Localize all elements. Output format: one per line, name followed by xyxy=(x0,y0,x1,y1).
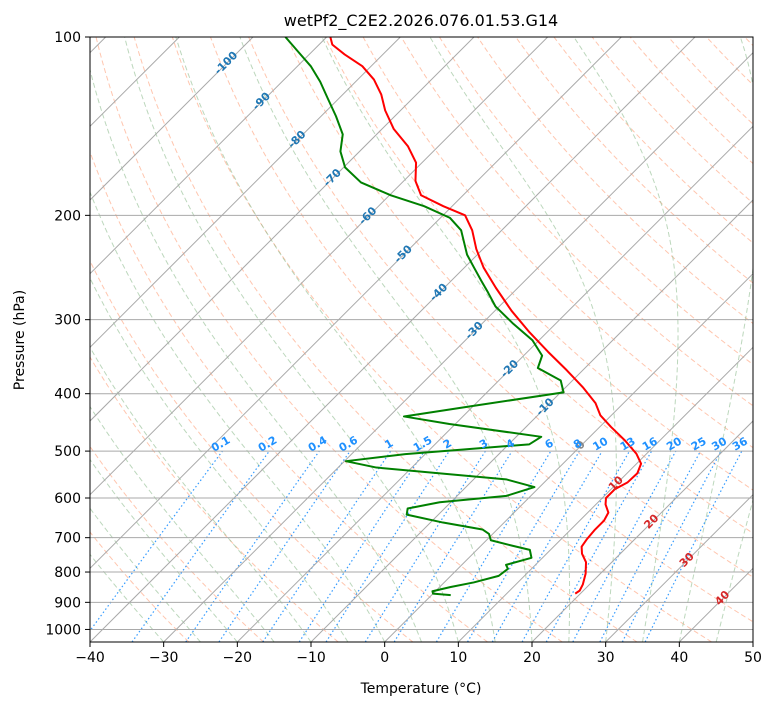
y-axis-label: Pressure (hPa) xyxy=(12,290,28,390)
y-tick-label: 500 xyxy=(54,444,81,460)
x-tick-label: 40 xyxy=(670,650,688,666)
x-tick-label: −10 xyxy=(296,650,326,666)
x-tick-label: 0 xyxy=(380,650,389,666)
y-tick-label: 300 xyxy=(54,313,81,329)
y-tick-label: 700 xyxy=(54,531,81,547)
x-tick-label: −30 xyxy=(149,650,179,666)
y-tick-label: 600 xyxy=(54,491,81,507)
x-tick-label: 50 xyxy=(744,650,762,666)
x-tick-label: 10 xyxy=(449,650,467,666)
x-tick-label: 20 xyxy=(523,650,541,666)
y-tick-label: 200 xyxy=(54,208,81,224)
x-axis-label: Temperature (°C) xyxy=(360,681,482,697)
x-tick-label: −40 xyxy=(75,650,105,666)
chart-title: wetPf2_C2E2.2026.076.01.53.G14 xyxy=(284,11,558,31)
y-tick-label: 100 xyxy=(54,30,81,46)
y-tick-label: 400 xyxy=(54,387,81,403)
x-tick-label: −20 xyxy=(223,650,253,666)
x-tick-label: 30 xyxy=(597,650,615,666)
y-tick-label: 800 xyxy=(54,565,81,581)
y-tick-label: 900 xyxy=(54,595,81,611)
y-tick-label: 1000 xyxy=(45,622,81,638)
